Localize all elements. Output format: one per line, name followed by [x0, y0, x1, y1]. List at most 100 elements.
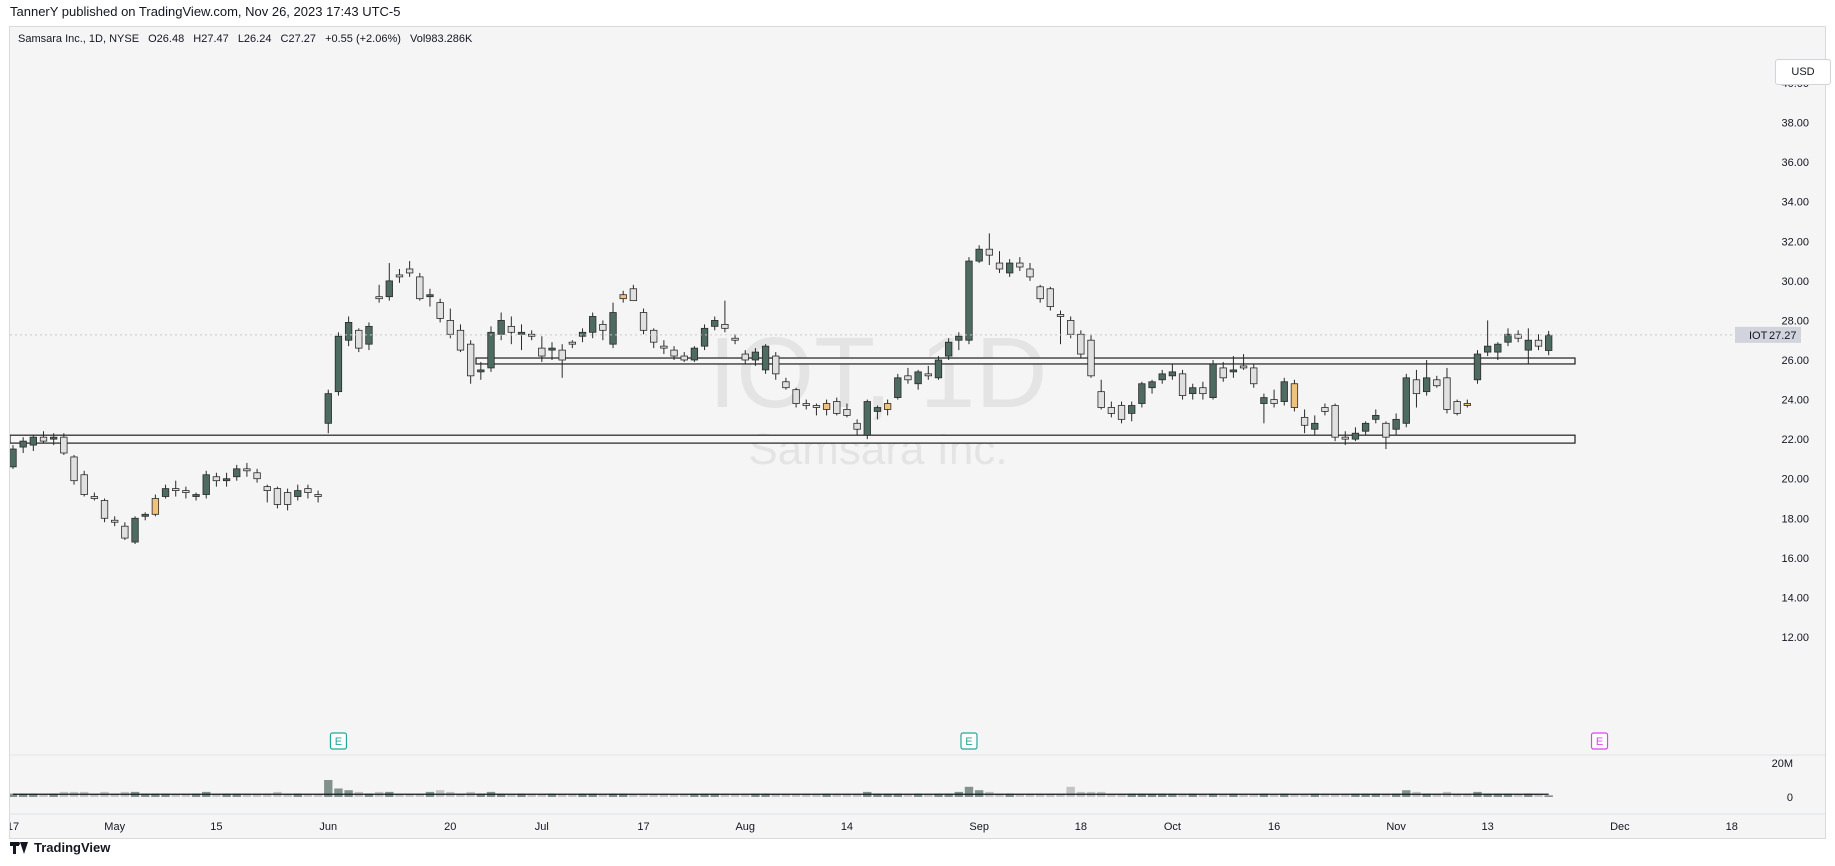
- candle: [477, 361, 485, 380]
- candle-body: [1300, 416, 1309, 426]
- candle-body: [222, 478, 231, 482]
- volume-bar: [303, 793, 313, 797]
- candle: [802, 399, 810, 410]
- volume-bar: [1381, 793, 1391, 797]
- candle: [1117, 401, 1126, 424]
- volume-bar: [334, 788, 343, 797]
- candle: [1178, 369, 1187, 400]
- currency-button[interactable]: USD: [1775, 59, 1831, 85]
- y-tick-label: 36.00: [1781, 157, 1809, 169]
- y-tick-label: 16.00: [1781, 553, 1809, 565]
- candle-body: [151, 498, 160, 515]
- volume-bar: [578, 793, 587, 797]
- candle-body: [1524, 339, 1532, 351]
- candle-body: [680, 355, 688, 361]
- candle-body: [1189, 387, 1197, 395]
- candle-body: [985, 248, 993, 256]
- candle-body: [1545, 334, 1553, 351]
- candle: [1097, 379, 1105, 410]
- candle-body: [253, 472, 261, 480]
- candle: [60, 433, 68, 455]
- volume-bar: [669, 793, 679, 797]
- candle: [731, 334, 739, 345]
- candle: [1422, 360, 1431, 396]
- footer-brand[interactable]: TradingView: [10, 840, 110, 855]
- volume-bar: [110, 793, 119, 797]
- volume-bar: [913, 793, 923, 797]
- candle-body: [1056, 314, 1065, 317]
- candle-body: [273, 488, 282, 505]
- volume-bar: [1208, 793, 1218, 797]
- volume-bar: [283, 793, 292, 797]
- candle-body: [1097, 391, 1105, 408]
- volume-bar: [1035, 793, 1045, 797]
- candle: [568, 340, 576, 349]
- legend-high: H27.47: [193, 33, 228, 45]
- candle: [385, 263, 393, 301]
- candle: [416, 272, 424, 301]
- volume-bar: [1066, 786, 1075, 797]
- candle-body: [1138, 383, 1146, 404]
- volume-bar: [1259, 793, 1269, 797]
- volume-bar: [1463, 793, 1472, 797]
- volume-bar: [1239, 793, 1248, 797]
- candle-body: [1158, 373, 1166, 381]
- candle: [1341, 431, 1349, 446]
- candle-body: [1087, 339, 1095, 377]
- candle-body: [934, 359, 943, 379]
- chart-area[interactable]: IOT, 1D Samsara Inc. 40.0038.0036.0034.0…: [9, 26, 1831, 839]
- candle: [50, 433, 58, 446]
- candle-body: [1036, 286, 1044, 300]
- candle-body: [802, 403, 810, 406]
- candle: [629, 284, 638, 302]
- candle-body: [1494, 343, 1502, 353]
- volume-bar: [547, 793, 557, 797]
- candle-body: [375, 296, 383, 300]
- x-tick-label: May: [104, 821, 125, 833]
- candle-body: [131, 517, 139, 543]
- candle-body: [995, 262, 1004, 270]
- candle-body: [558, 349, 566, 361]
- candle: [1016, 257, 1024, 271]
- candle-body: [629, 288, 638, 302]
- volume-bar: [1330, 793, 1340, 797]
- candle-body: [894, 377, 902, 398]
- candle-body: [1006, 262, 1014, 274]
- volume-bar: [344, 790, 353, 797]
- volume-bar: [1188, 793, 1197, 797]
- candle-body: [1290, 383, 1299, 408]
- x-tick-label: 14: [841, 821, 853, 833]
- volume-bar: [1320, 793, 1330, 797]
- candle-body: [924, 373, 932, 377]
- candle: [1138, 381, 1146, 408]
- candle-body: [578, 331, 587, 337]
- candle: [619, 290, 627, 303]
- candle-body: [690, 347, 699, 361]
- y-tick-label: 18.00: [1781, 513, 1809, 525]
- candle: [161, 484, 170, 499]
- candle: [1128, 401, 1136, 422]
- volume-bar: [934, 793, 943, 797]
- candle: [660, 340, 668, 355]
- publisher-info: TannerY published on TradingView.com, No…: [10, 4, 401, 19]
- y-tick-label: 20.00: [1781, 474, 1809, 486]
- volume-bar: [974, 790, 984, 797]
- candle: [873, 405, 882, 420]
- earnings-marker: E: [329, 732, 348, 750]
- x-tick-label: 16: [1268, 821, 1280, 833]
- volume-bar: [659, 793, 669, 797]
- candle: [1351, 427, 1360, 442]
- volume-bar: [1137, 793, 1147, 797]
- candle: [822, 399, 831, 416]
- volume-bar: [1005, 793, 1014, 797]
- candle-body: [1178, 373, 1187, 397]
- volume-bar: [161, 793, 170, 797]
- candle: [10, 445, 17, 469]
- candle-body: [1107, 407, 1116, 414]
- y-tick-label: 24.00: [1781, 395, 1809, 407]
- watermark-name: Samsara Inc.: [748, 425, 1007, 474]
- volume-bar: [1351, 793, 1360, 797]
- candle: [700, 324, 709, 351]
- candle: [456, 324, 465, 353]
- candle: [1412, 369, 1421, 408]
